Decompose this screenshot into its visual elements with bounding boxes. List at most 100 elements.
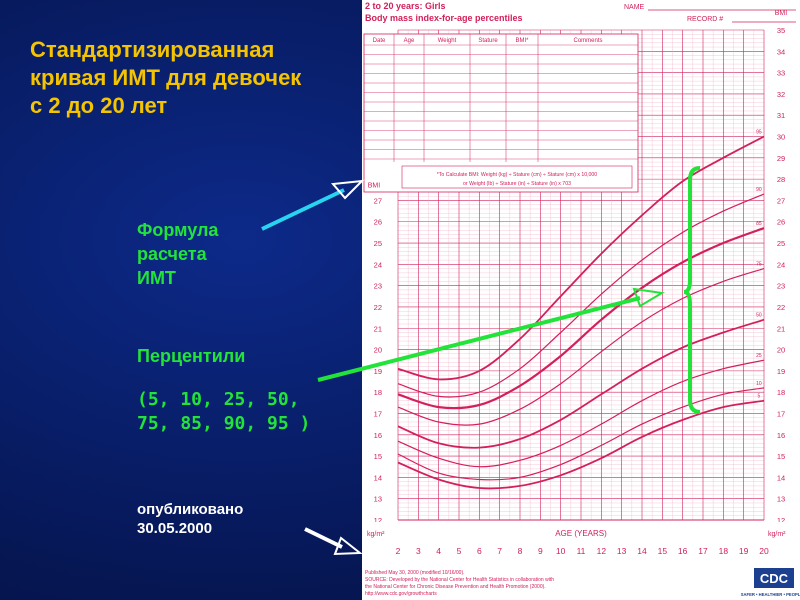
percentile-curve-5 (397, 399, 765, 490)
left-tick-label: 19 (374, 367, 382, 376)
formula-label-line: расчета (137, 244, 207, 264)
tick-bg (766, 387, 792, 398)
right-tick-label: 28 (777, 175, 785, 184)
x-tick-label: 19 (739, 546, 749, 556)
x-axis-band (364, 522, 798, 552)
x-tick-label: 16 (678, 546, 688, 556)
left-tick-label: 14 (374, 473, 382, 482)
percentiles-list-line: (5, 10, 25, 50, (137, 389, 300, 410)
percentile-end-label: 25 (756, 353, 762, 359)
tick-bg (766, 67, 792, 78)
tick-bg (766, 472, 792, 483)
tick-bg (766, 259, 792, 270)
percentile-curve-50 (397, 318, 765, 449)
footer-text: the National Center for Chronic Disease … (365, 584, 546, 590)
right-axis-label: BMI (775, 10, 788, 17)
percentile-end-label: 90 (756, 187, 762, 193)
cdc-logo (754, 568, 794, 588)
tick-bg (766, 110, 792, 121)
formula-text: *To Calculate BMI: Weight (kg) ÷ Stature… (437, 172, 598, 178)
slide-title: Стандартизированная кривая ИМТ для девоч… (30, 36, 375, 120)
percentile-end-label: 50 (756, 313, 762, 319)
tick-bg (364, 195, 386, 206)
right-tick-label: 32 (777, 90, 785, 99)
x-tick-label: 15 (658, 546, 668, 556)
right-tick-label: 21 (777, 324, 785, 333)
right-tick-label: 24 (777, 260, 785, 269)
percentile-end-label: 85 (756, 221, 762, 227)
tick-bg (766, 323, 792, 334)
record-table (363, 33, 639, 193)
right-tick-label: 14 (777, 473, 785, 482)
x-tick-label: 11 (577, 546, 586, 556)
tick-bg (766, 301, 792, 312)
right-tick-label: 16 (777, 431, 785, 440)
x-tick-label: 6 (477, 546, 482, 556)
x-tick-label: 8 (518, 546, 523, 556)
tick-bg (766, 238, 792, 249)
formula-label-line: Формула (137, 220, 219, 240)
percentile-end-label: 5 (758, 394, 761, 400)
formula-text: or Weight (lb) ÷ Stature (in) ÷ Stature … (463, 181, 571, 187)
chart-header-title: 2 to 20 years: Girls (365, 1, 446, 11)
left-tick-label: 24 (374, 260, 382, 269)
bmi-growth-chart: 2 to 20 years: Girls Body mass index-for-… (362, 0, 800, 600)
formula-arrow-head (330, 179, 365, 200)
tick-bg (766, 131, 792, 142)
right-tick-label: 18 (777, 388, 785, 397)
footer-text: SOURCE: Developed by the National Center… (365, 577, 554, 583)
x-tick-label: 9 (538, 546, 543, 556)
tick-bg (766, 174, 792, 185)
formula-label-line: ИМТ (137, 268, 176, 288)
left-tick-label: 16 (374, 431, 382, 440)
record-table-header: BMI* (515, 38, 529, 44)
tick-bg (766, 25, 792, 35)
percentiles-label: Перцентили (137, 346, 246, 366)
published-arrow-head (333, 536, 363, 556)
percentile-end-label: 75 (756, 262, 762, 268)
right-tick-label: 26 (777, 218, 785, 227)
left-tick-label: 15 (374, 452, 382, 461)
x-tick-label: 5 (457, 546, 462, 556)
x-axis-title: AGE (YEARS) (555, 529, 607, 538)
percentiles-list-line: 75, 85, 90, 95 ) (137, 413, 311, 434)
tick-bg (766, 88, 792, 99)
tick-bg (364, 493, 386, 504)
record-table-header: Age (404, 38, 415, 44)
right-tick-label: 25 (777, 239, 785, 248)
left-tick-label: 22 (374, 303, 382, 312)
tick-bg (364, 472, 386, 483)
chart-record-label: RECORD # (687, 16, 723, 23)
tick-bg (364, 515, 386, 525)
percentile-end-label: 95 (756, 130, 762, 136)
tick-bg (766, 344, 792, 355)
x-tick-label: 10 (556, 546, 566, 556)
x-tick-label: 2 (396, 546, 401, 556)
record-table-header: Comments (573, 38, 602, 44)
percentile-curve-10 (397, 387, 765, 481)
tick-bg (364, 387, 386, 398)
left-tick-label: 17 (374, 409, 382, 418)
x-tick-label: 14 (637, 546, 647, 556)
left-tick-label: 26 (374, 218, 382, 227)
published-arrow (304, 527, 343, 549)
right-tick-label: 17 (777, 409, 785, 418)
tick-bg (364, 429, 386, 440)
x-tick-label: 17 (698, 546, 708, 556)
tick-bg (766, 195, 792, 206)
record-table-header: Stature (478, 38, 498, 44)
right-tick-label: 19 (777, 367, 785, 376)
right-tick-label: 31 (777, 111, 785, 120)
title-line: Стандартизированная (30, 37, 275, 62)
right-tick-label: 15 (777, 452, 785, 461)
left-tick-label: 27 (374, 196, 382, 205)
x-tick-label: 4 (436, 546, 441, 556)
right-tick-label: 30 (777, 133, 785, 142)
right-tick-label: 27 (777, 196, 785, 205)
chart-name-label: NAME (624, 4, 645, 11)
title-line: с 2 до 20 лет (30, 93, 168, 118)
percentile-end-label: 10 (756, 381, 762, 387)
chart-header-subtitle: Body mass index-for-age percentiles (365, 13, 523, 23)
tick-bg (364, 280, 386, 291)
tick-bg (766, 451, 792, 462)
